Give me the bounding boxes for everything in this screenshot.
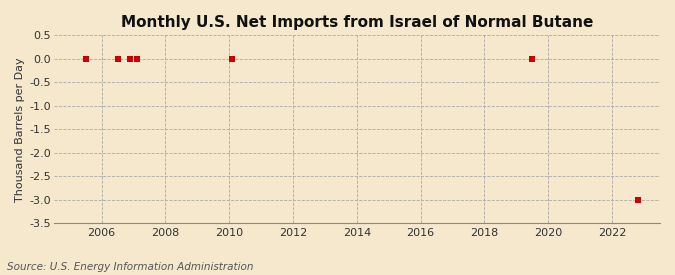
- Point: [227, 57, 238, 61]
- Point: [632, 197, 643, 202]
- Point: [125, 57, 136, 61]
- Title: Monthly U.S. Net Imports from Israel of Normal Butane: Monthly U.S. Net Imports from Israel of …: [121, 15, 593, 30]
- Point: [112, 57, 123, 61]
- Point: [80, 57, 91, 61]
- Point: [527, 57, 538, 61]
- Text: Source: U.S. Energy Information Administration: Source: U.S. Energy Information Administ…: [7, 262, 253, 272]
- Y-axis label: Thousand Barrels per Day: Thousand Barrels per Day: [15, 57, 25, 202]
- Point: [131, 57, 142, 61]
